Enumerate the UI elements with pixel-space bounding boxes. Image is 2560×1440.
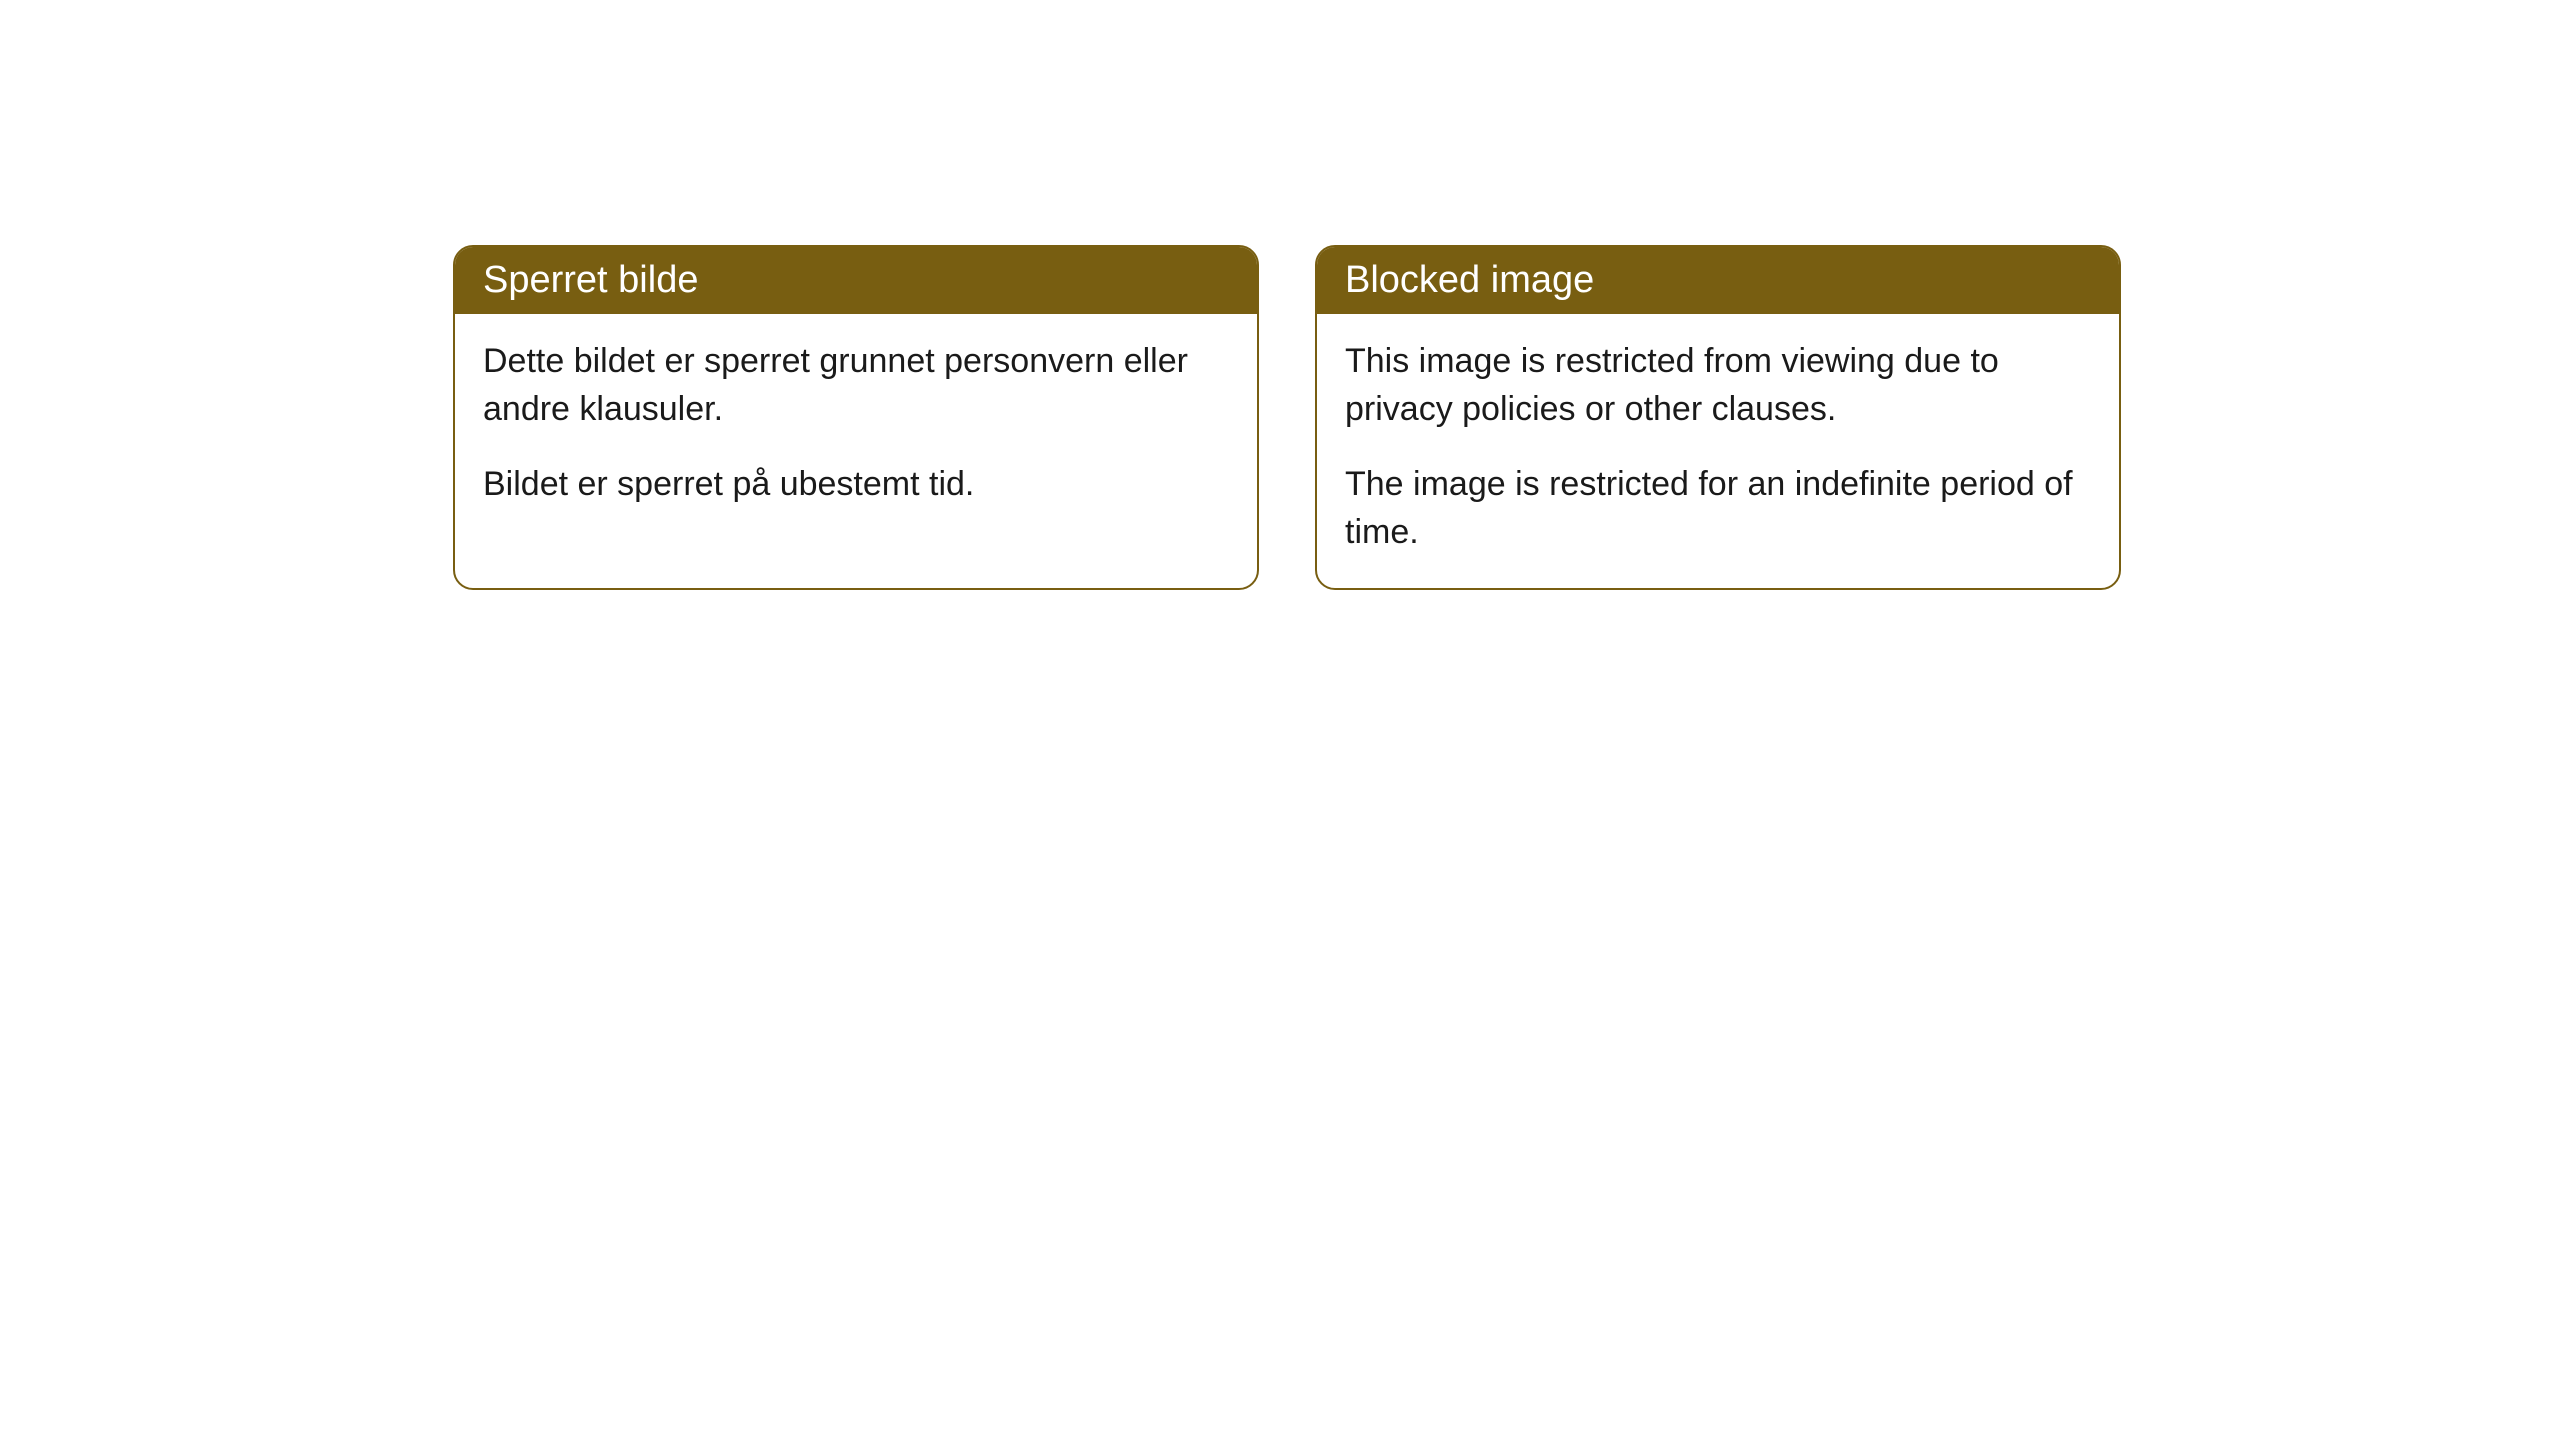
card-paragraph-2-norwegian: Bildet er sperret på ubestemt tid. xyxy=(483,461,1229,509)
card-title-norwegian: Sperret bilde xyxy=(455,247,1257,314)
card-paragraph-1-norwegian: Dette bildet er sperret grunnet personve… xyxy=(483,338,1229,433)
blocked-image-card-english: Blocked image This image is restricted f… xyxy=(1315,245,2121,590)
card-body-english: This image is restricted from viewing du… xyxy=(1317,314,2119,588)
card-paragraph-1-english: This image is restricted from viewing du… xyxy=(1345,338,2091,433)
card-paragraph-2-english: The image is restricted for an indefinit… xyxy=(1345,461,2091,556)
card-title-english: Blocked image xyxy=(1317,247,2119,314)
card-body-norwegian: Dette bildet er sperret grunnet personve… xyxy=(455,314,1257,541)
info-cards-container: Sperret bilde Dette bildet er sperret gr… xyxy=(453,245,2560,590)
blocked-image-card-norwegian: Sperret bilde Dette bildet er sperret gr… xyxy=(453,245,1259,590)
